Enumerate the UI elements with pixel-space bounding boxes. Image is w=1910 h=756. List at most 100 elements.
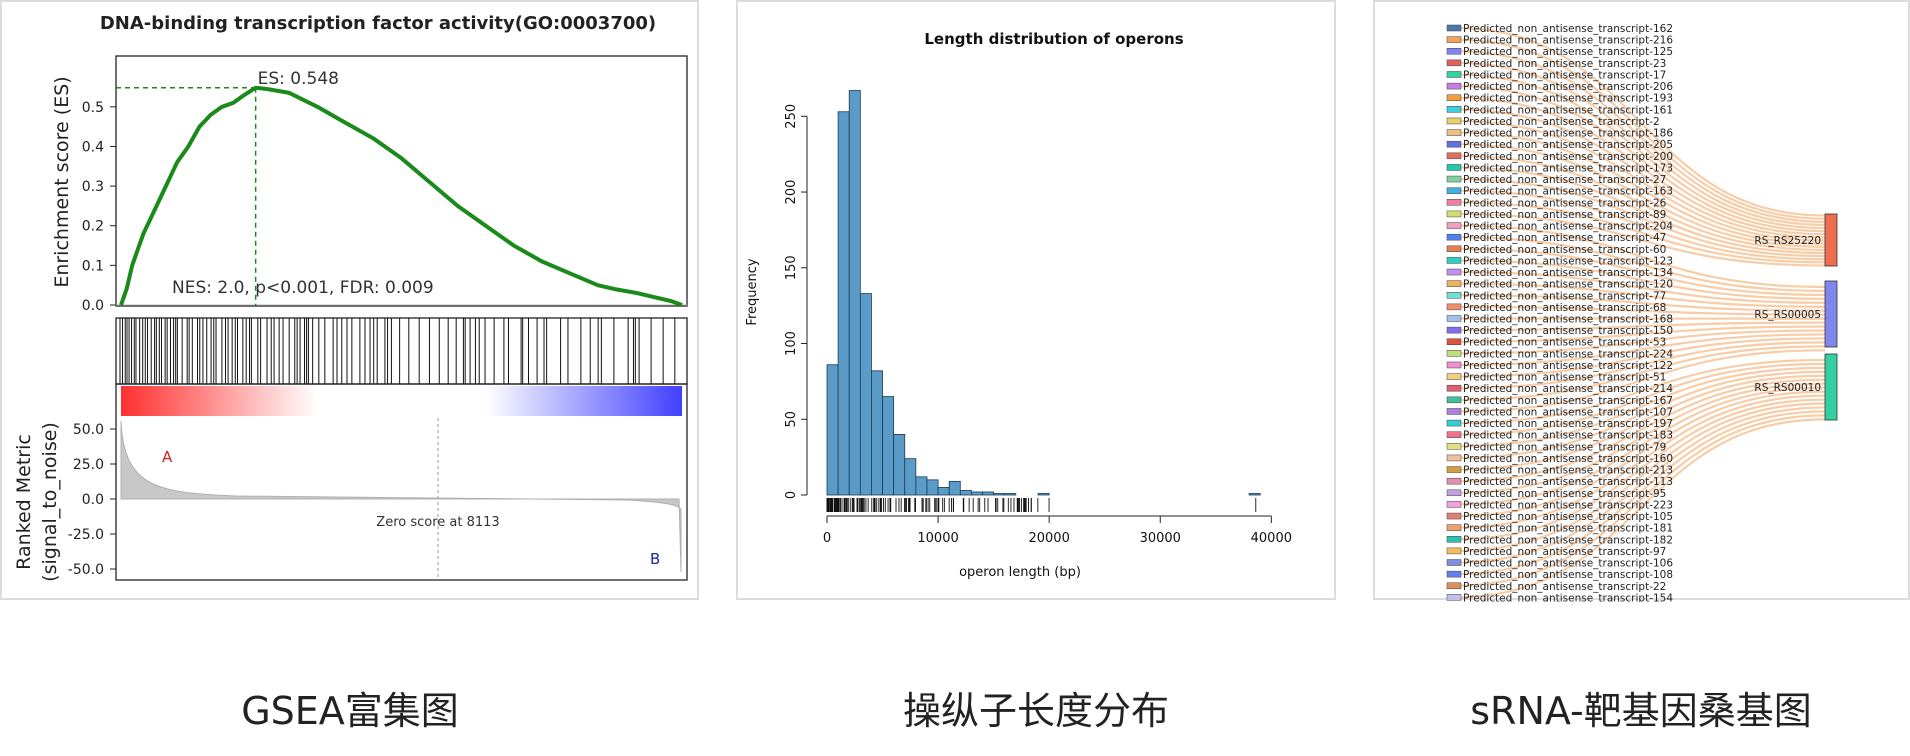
source-node	[1446, 466, 1462, 473]
sankey-link	[1454, 386, 1826, 506]
source-label: Predicted_non_antisense_transcript-60	[1463, 244, 1666, 256]
sankey-link	[1454, 38, 1826, 220]
source-node	[1446, 47, 1462, 55]
sankey-link	[1454, 358, 1826, 425]
sankey-link	[1454, 212, 1826, 267]
source-node	[1446, 268, 1462, 276]
sankey-link	[1454, 414, 1826, 587]
caption-sankey: sRNA-靶基因桑基图	[1470, 689, 1812, 733]
chart-title: DNA-binding transcription factor activit…	[100, 13, 656, 34]
x-tick-label: 10000	[917, 531, 958, 546]
y-tick-label: 0.4	[82, 139, 104, 155]
y-tick-label: 0.3	[82, 179, 104, 195]
source-label: Predicted_non_antisense_transcript-163	[1463, 186, 1673, 198]
sankey-link	[1454, 345, 1826, 401]
source-label: Predicted_non_antisense_transcript-17	[1463, 69, 1666, 81]
source-node	[1446, 106, 1462, 113]
source-node	[1446, 524, 1462, 531]
label-a: A	[162, 448, 173, 466]
source-label: Predicted_non_antisense_transcript-134	[1463, 267, 1673, 279]
source-label: Predicted_non_antisense_transcript-206	[1463, 81, 1673, 93]
sankey-link	[1454, 305, 1826, 316]
histogram-bar	[904, 458, 917, 496]
histogram-bar	[982, 491, 995, 496]
target-label: RS_RS00005	[1754, 309, 1821, 321]
y-axis-label: Enrichment score (ES)	[51, 76, 73, 287]
source-label: Predicted_non_antisense_transcript-106	[1463, 558, 1673, 570]
source-label: Predicted_non_antisense_transcript-200	[1463, 151, 1673, 163]
sankey-link	[1454, 406, 1826, 564]
caption-gsea: GSEA富集图	[241, 689, 459, 733]
source-node	[1446, 233, 1462, 241]
sankey-link	[1454, 61, 1826, 227]
sankey-link	[1454, 294, 1826, 312]
sankey-chart: Predicted_non_antisense_transcript-162Pr…	[1446, 23, 1838, 602]
sankey-link	[1454, 166, 1826, 255]
y-tick-label: 50	[784, 411, 799, 428]
source-label: Predicted_non_antisense_transcript-167	[1463, 395, 1673, 407]
sankey-link	[1454, 321, 1826, 332]
source-label: Predicted_non_antisense_transcript-22	[1463, 581, 1666, 593]
sankey-link	[1454, 418, 1826, 599]
source-node	[1446, 175, 1462, 183]
source-label: Predicted_non_antisense_transcript-89	[1463, 209, 1666, 221]
sankey-link	[1454, 398, 1826, 541]
y-tick-label: 0.2	[82, 219, 104, 235]
source-label: Predicted_non_antisense_transcript-123	[1463, 255, 1673, 267]
source-label: Predicted_non_antisense_transcript-181	[1463, 523, 1673, 535]
source-label: Predicted_non_antisense_transcript-214	[1463, 383, 1673, 395]
histogram-bar	[826, 364, 839, 496]
y-axis-label: Frequency	[745, 258, 760, 325]
target-label: RS_RS25220	[1754, 235, 1821, 247]
source-label: Predicted_non_antisense_transcript-162	[1463, 23, 1673, 35]
metric-axis-label-2: (signal_to_noise)	[39, 422, 61, 582]
histogram-bar	[926, 479, 939, 496]
source-label: Predicted_non_antisense_transcript-216	[1463, 35, 1673, 47]
source-node	[1446, 489, 1462, 497]
source-node	[1446, 210, 1462, 218]
source-node	[1446, 361, 1462, 369]
zero-score-label: Zero score at 8113	[376, 515, 499, 530]
sankey-link	[1454, 374, 1826, 471]
source-label: Predicted_non_antisense_transcript-26	[1463, 197, 1667, 209]
x-tick-label: 30000	[1140, 531, 1181, 546]
target-label: RS_RS00010	[1754, 382, 1821, 394]
sankey-link	[1454, 108, 1826, 239]
histogram-bar	[937, 487, 950, 496]
histogram-bar	[1037, 493, 1050, 496]
source-label: Predicted_non_antisense_transcript-224	[1463, 348, 1673, 360]
metric-gradient	[121, 386, 682, 416]
sankey-link	[1454, 402, 1826, 552]
histogram-bar	[948, 480, 961, 496]
histogram-bar	[959, 490, 972, 496]
x-tick-label: 20000	[1028, 531, 1069, 546]
source-node	[1446, 536, 1462, 543]
source-node	[1446, 129, 1462, 136]
source-label: Predicted_non_antisense_transcript-95	[1463, 488, 1666, 500]
sankey-link	[1454, 382, 1826, 494]
sankey-link	[1454, 177, 1826, 258]
y-tick-label: 150	[784, 255, 799, 280]
sankey-link	[1454, 370, 1826, 460]
sankey-link	[1454, 329, 1826, 355]
source-node	[1446, 431, 1462, 438]
source-node	[1446, 199, 1462, 206]
sankey-link	[1454, 378, 1826, 483]
sankey-link	[1454, 349, 1826, 413]
sankey-link	[1454, 270, 1826, 304]
stats-label: NES: 2.0, p<0.001, FDR: 0.009	[172, 278, 434, 298]
source-label: Predicted_non_antisense_transcript-213	[1463, 465, 1673, 477]
x-axis-label: operon length (bp)	[959, 565, 1081, 580]
chart-title: Length distribution of operons	[924, 30, 1183, 48]
source-node	[1446, 71, 1462, 78]
source-label: Predicted_non_antisense_transcript-23	[1463, 58, 1666, 70]
sankey-link	[1454, 410, 1826, 576]
source-node	[1446, 373, 1462, 380]
sankey-link	[1454, 394, 1826, 529]
source-label: Predicted_non_antisense_transcript-154	[1463, 592, 1673, 602]
es-curve	[119, 85, 683, 307]
metric-axis-label: Ranked Metric	[13, 434, 35, 570]
source-node	[1446, 477, 1462, 485]
es-label: ES: 0.548	[258, 69, 339, 89]
gsea-chart: DNA-binding transcription factor activit…	[13, 13, 688, 582]
